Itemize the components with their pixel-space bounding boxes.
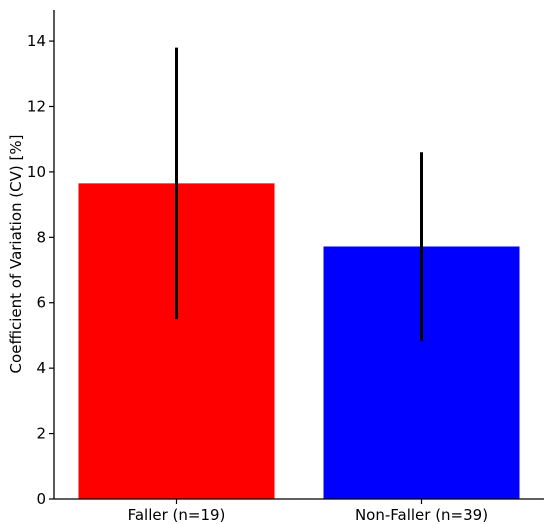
plot-area (78, 47, 520, 500)
y-tick-label: 10 (27, 163, 46, 181)
y-tick-label: 14 (27, 32, 46, 50)
y-tick-label: 12 (27, 97, 46, 115)
y-tick-label: 0 (36, 490, 46, 508)
x-axis-ticks: Faller (n=19) Non-Faller (n=39) (128, 499, 488, 524)
y-tick-label: 4 (36, 359, 46, 377)
y-axis-ticks: 0 2 4 6 8 10 12 14 (27, 32, 54, 508)
y-tick-label: 6 (36, 294, 46, 312)
x-tick-label: Non-Faller (n=39) (355, 506, 488, 524)
y-axis-title: Coefficient of Variation (CV) [%] (7, 135, 25, 374)
y-tick-label: 2 (36, 425, 46, 443)
x-tick-label: Faller (n=19) (128, 506, 226, 524)
y-tick-label: 8 (36, 228, 46, 246)
